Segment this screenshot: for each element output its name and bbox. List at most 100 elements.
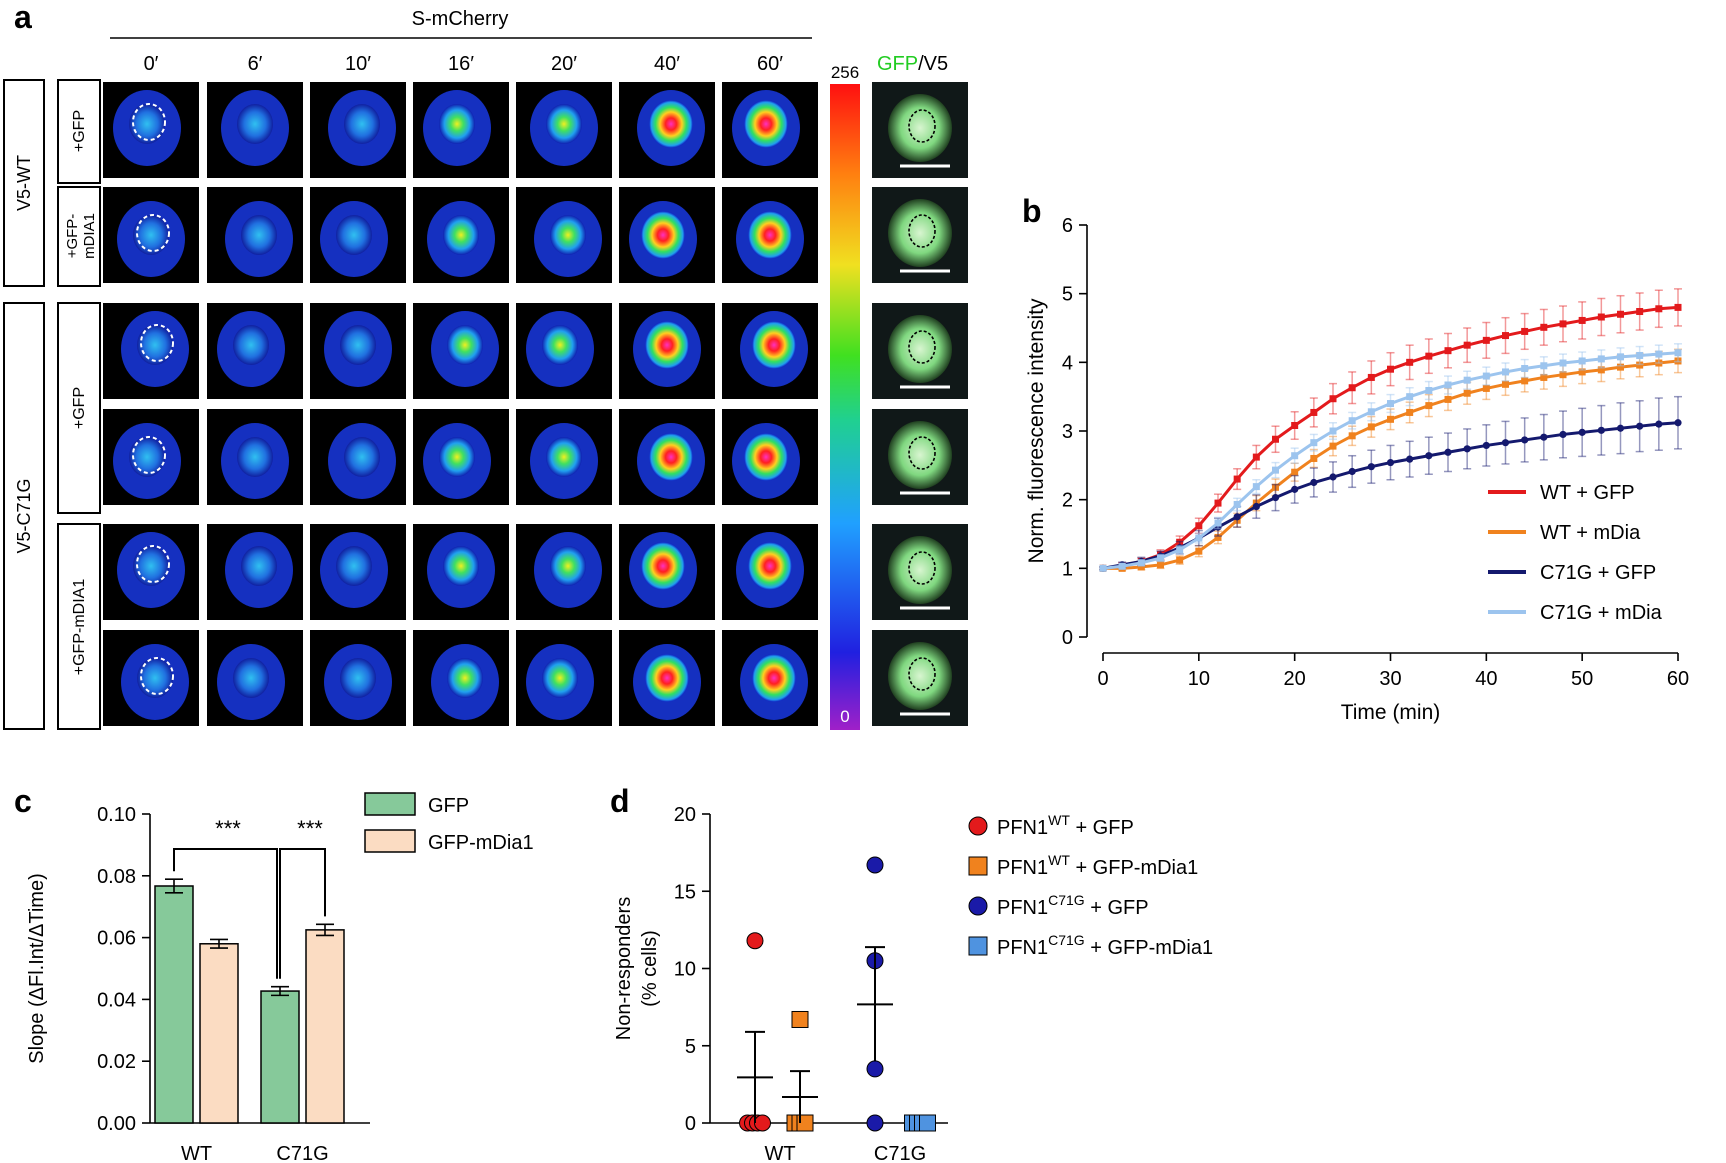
nucleus-outline <box>140 324 174 362</box>
cell-nucleus-signal <box>129 437 165 477</box>
data-point <box>1387 400 1394 408</box>
panel-b-letter: b <box>1022 193 1042 229</box>
image-tile <box>619 524 715 620</box>
legend-marker <box>968 936 988 956</box>
y-axis-label: Slope (ΔFl.Int/ΔTime) <box>26 873 48 1063</box>
series-2 <box>857 856 893 1132</box>
y-tick-label: 5 <box>1062 284 1073 306</box>
image-tile <box>413 303 509 399</box>
data-point <box>1502 380 1509 388</box>
x-tick-label: 30 <box>1379 668 1401 690</box>
data-point <box>1137 559 1145 567</box>
chart-c: 0.00 0.02 0.04 0.06 0.08 0.10 Slope (ΔFl.Int/Δ… <box>26 792 534 1163</box>
image-tile <box>310 524 406 620</box>
cell-nucleus-signal <box>233 658 269 698</box>
data-point <box>1502 368 1509 376</box>
data-point <box>1559 371 1567 379</box>
data-point <box>1329 427 1337 435</box>
cell-nucleus-signal <box>550 215 586 255</box>
image-tile <box>722 409 818 505</box>
cell-nucleus-signal <box>137 325 173 365</box>
cell-nucleus-signal <box>649 433 693 481</box>
y-tick-label: 0 <box>1062 627 1073 649</box>
legend-label-base: PFN1 <box>997 857 1048 879</box>
data-point <box>1674 419 1682 427</box>
bar <box>305 929 345 1124</box>
merge-nucleus-outline <box>908 330 936 364</box>
legend-label-sup: C71G <box>1048 892 1085 908</box>
data-point <box>919 1114 936 1132</box>
data-point <box>866 1060 884 1078</box>
data-point <box>1578 368 1586 376</box>
data-point <box>1444 347 1452 355</box>
data-point <box>1444 395 1452 403</box>
legend-label: PFN1WT + GFP-mDia1 <box>997 852 1198 879</box>
cell-nucleus-signal <box>336 215 372 255</box>
nucleus-outline <box>136 214 170 252</box>
data-point <box>1521 436 1529 444</box>
legend-label-base: PFN1 <box>997 817 1048 839</box>
image-tile <box>619 82 715 178</box>
y-tick-label: 4 <box>1062 352 1073 374</box>
legend-label-sup: WT <box>1048 852 1070 868</box>
data-point <box>1272 466 1279 474</box>
data-point <box>1425 452 1433 460</box>
image-tile <box>413 630 509 726</box>
legend-label-base: PFN1 <box>997 937 1048 959</box>
y-tick-label: 1 <box>1062 558 1073 580</box>
x-tick-label: 60 <box>1667 668 1689 690</box>
data-point <box>1482 336 1490 344</box>
sub-box-c71g-mdia <box>57 523 101 730</box>
image-tile <box>103 187 199 283</box>
data-point <box>1291 485 1299 493</box>
image-tile <box>516 630 612 726</box>
image-tile <box>207 82 303 178</box>
cell-nucleus-signal <box>752 654 796 702</box>
legend-label: GFP <box>428 795 469 817</box>
data-point <box>1157 554 1164 562</box>
series-2 <box>1099 395 1682 572</box>
series-3 <box>1099 343 1682 572</box>
cell-nucleus-signal <box>641 542 685 590</box>
cell-nucleus-signal <box>241 215 277 255</box>
merge-header-gfp: GFP <box>877 53 918 75</box>
data-point <box>1616 424 1625 432</box>
data-point <box>1291 422 1299 430</box>
legend-label: GFP-mDia1 <box>428 832 534 854</box>
merge-nucleus-outline <box>908 551 936 585</box>
y-tick-label: 0.06 <box>97 928 136 950</box>
cell-nucleus-signal <box>542 658 578 698</box>
data-point <box>1463 389 1471 397</box>
data-point <box>1655 359 1663 367</box>
legend-label: WT + GFP <box>1540 482 1635 504</box>
panel-a-header: S-mCherry <box>412 8 509 30</box>
cell-nucleus-signal <box>443 546 479 586</box>
data-point <box>1636 351 1644 359</box>
group-label-c71g: V5-C71G <box>14 478 34 553</box>
group-box-c71g <box>3 302 45 730</box>
legend-label: C71G + mDia <box>1540 602 1663 624</box>
merge-tile <box>872 630 968 726</box>
series-1 <box>782 1010 818 1132</box>
data-point <box>1272 435 1279 443</box>
merge-header-v5: /V5 <box>918 53 948 75</box>
merge-nucleus-outline <box>908 214 936 248</box>
data-point <box>1386 458 1395 467</box>
y-tick-label: 6 <box>1062 215 1073 237</box>
legend-marker <box>968 816 988 836</box>
data-point <box>1425 402 1433 410</box>
data-point <box>1214 533 1222 541</box>
image-tile <box>310 303 406 399</box>
cell-nucleus-signal <box>137 658 173 698</box>
data-point <box>1578 357 1586 365</box>
legend: GFP GFP-mDia1 <box>364 792 534 854</box>
image-tile <box>516 187 612 283</box>
legend: WT + GFP WT + mDia C71G + GFP C71G + mDia <box>1488 482 1663 624</box>
merge-tile <box>872 82 968 178</box>
merge-cell <box>888 94 952 162</box>
timepoint-label: 16′ <box>448 53 474 75</box>
timepoint-label: 60′ <box>757 53 783 75</box>
data-point <box>1444 448 1452 456</box>
legend-label: PFN1C71G + GFP <box>997 892 1149 919</box>
